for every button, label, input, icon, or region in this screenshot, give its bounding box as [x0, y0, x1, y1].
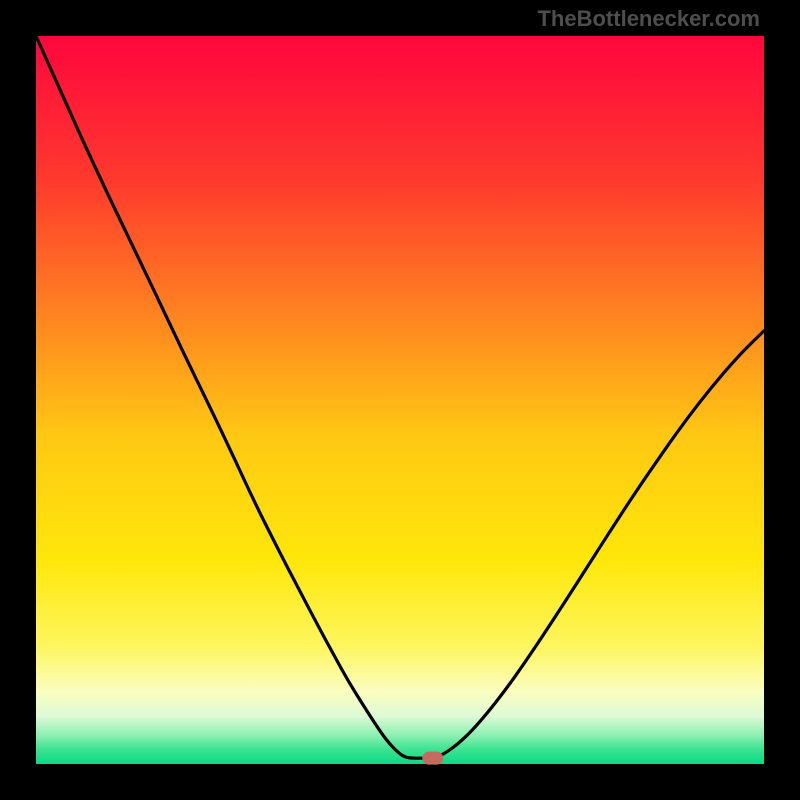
optimal-point-marker — [422, 752, 443, 765]
bottleneck-curve — [36, 36, 764, 758]
watermark-text: TheBottlenecker.com — [537, 6, 760, 32]
bottleneck-curve-layer — [0, 0, 800, 800]
chart-frame: TheBottlenecker.com — [0, 0, 800, 800]
